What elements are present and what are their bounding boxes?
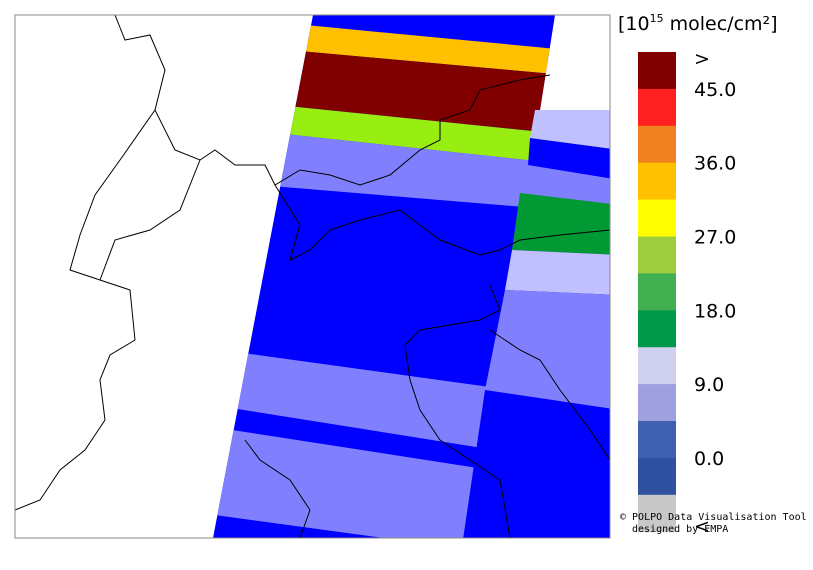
colorbar-swatch	[638, 421, 676, 459]
colorbar-label: 9.0	[694, 374, 724, 396]
colorbar-swatch	[638, 199, 676, 237]
unit-label: [1015 molec/cm²]	[618, 12, 778, 35]
map-frame	[14, 14, 611, 539]
colorbar-swatch	[638, 310, 676, 348]
colorbar-swatch	[638, 125, 676, 164]
colorbar-label: 27.0	[694, 227, 736, 249]
colorbar-label: 36.0	[694, 153, 736, 175]
colorbar-label: 0.0	[694, 448, 724, 470]
colorbar-swatch	[638, 162, 676, 201]
colorbar: >45.0 36.0 27.0 18.0 9.0 0.0 <	[638, 48, 736, 538]
colorbar-swatch	[638, 88, 676, 127]
colorbar-swatch	[638, 384, 676, 422]
unit-exponent: 15	[650, 12, 664, 25]
colorbar-label: <	[694, 516, 710, 538]
credit-line: © POLPO Data Visualisation Tool	[620, 512, 807, 523]
colorbar-label: 18.0	[694, 300, 736, 322]
map	[15, 15, 610, 538]
colorbar-swatch	[638, 347, 676, 385]
credit-line: designed by EMPA	[632, 524, 728, 535]
colorbar-swatch	[638, 236, 676, 274]
colorbar-label: >	[694, 48, 710, 70]
colorbar-swatch	[638, 457, 676, 496]
colorbar-label: 45.0	[694, 79, 736, 101]
satellite-swath	[213, 15, 610, 538]
unit-rest: molec/cm²]	[664, 13, 778, 35]
unit-base: [10	[618, 13, 650, 35]
colorbar-swatch	[638, 52, 676, 90]
borders	[15, 15, 610, 538]
colorbar-swatch	[638, 494, 676, 533]
colorbar-swatch	[638, 273, 676, 311]
